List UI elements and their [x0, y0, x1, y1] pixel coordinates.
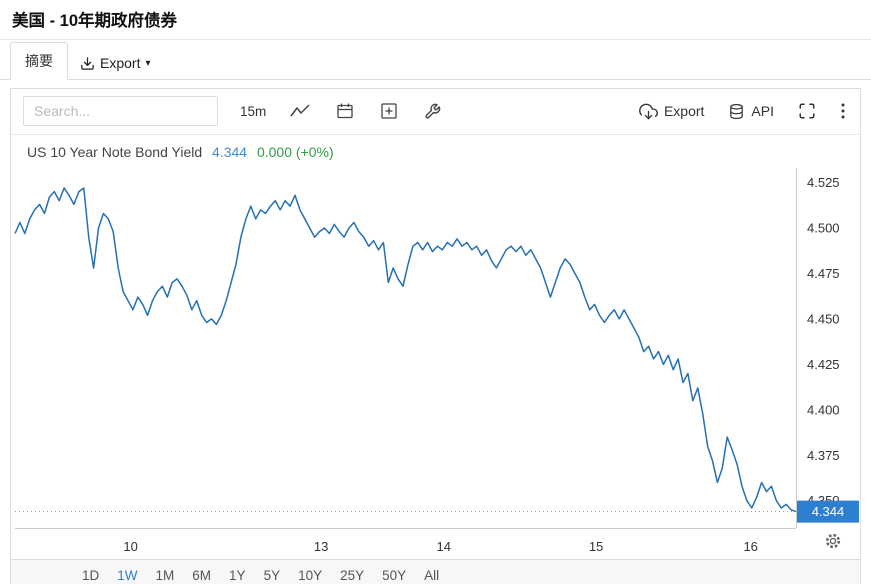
- last-value-badge: [797, 500, 859, 523]
- fullscreen-icon: [798, 102, 816, 120]
- price-line: [14, 187, 797, 513]
- series-title: US 10 Year Note Bond Yield: [27, 143, 203, 160]
- range-button-50y[interactable]: 50Y: [373, 563, 415, 584]
- range-button-25y[interactable]: 25Y: [331, 563, 373, 584]
- chart-area: US 10 Year Note Bond Yield 4.344 0.000 (…: [11, 135, 860, 559]
- range-button-1w[interactable]: 1W: [108, 563, 146, 584]
- chart-tools-button[interactable]: [422, 101, 443, 122]
- series-value: 4.344: [212, 143, 248, 160]
- tab-summary[interactable]: 摘要: [10, 42, 68, 80]
- range-button-all[interactable]: All: [415, 563, 448, 584]
- y-tick-label: 4.400: [807, 402, 840, 417]
- interval-button[interactable]: 15m: [240, 103, 267, 119]
- export-button[interactable]: Export: [637, 100, 706, 123]
- price-chart[interactable]: 4.5254.5004.4754.4504.4254.4004.3754.350…: [11, 167, 860, 560]
- x-tick-label: 14: [437, 539, 451, 554]
- gear-icon: [824, 534, 842, 553]
- search-input[interactable]: [23, 96, 218, 127]
- y-tick-label: 4.500: [807, 220, 840, 235]
- toolbar-right-group: Export API: [637, 100, 848, 123]
- api-button[interactable]: API: [726, 101, 776, 122]
- line-chart-icon: [290, 103, 310, 119]
- range-selector: 1D 1W 1M 6M 1Y 5Y 10Y 25Y 50Y All: [11, 559, 860, 584]
- plus-square-icon: [380, 102, 398, 120]
- chart-toolbar: 15m: [11, 89, 860, 135]
- download-icon: [80, 56, 95, 71]
- series-change: 0.000 (+0%): [256, 143, 334, 160]
- export-dropdown-label: Export: [100, 55, 141, 71]
- y-tick-label: 4.475: [807, 266, 840, 281]
- export-dropdown[interactable]: Export ▾: [68, 47, 163, 79]
- range-button-1d[interactable]: 1D: [73, 563, 108, 584]
- last-value-badge-text: 4.344: [812, 504, 845, 519]
- y-tick-label: 4.450: [807, 311, 840, 326]
- chart-heading: US 10 Year Note Bond Yield 4.344 0.000 (…: [11, 135, 860, 162]
- fullscreen-button[interactable]: [796, 100, 818, 122]
- wrench-icon: [424, 103, 441, 120]
- compare-add-button[interactable]: [378, 100, 400, 122]
- chart-type-button[interactable]: [288, 101, 312, 121]
- x-tick-label: 13: [314, 539, 328, 554]
- range-button-5y[interactable]: 5Y: [255, 563, 290, 584]
- range-button-6m[interactable]: 6M: [183, 563, 220, 584]
- date-range-button[interactable]: [334, 100, 356, 122]
- y-tick-label: 4.525: [807, 175, 840, 190]
- x-tick-label: 15: [589, 539, 603, 554]
- dots-vertical-icon: [840, 102, 846, 120]
- export-button-label: Export: [663, 103, 705, 120]
- y-tick-label: 4.425: [807, 357, 840, 372]
- range-button-10y[interactable]: 10Y: [289, 563, 331, 584]
- x-tick-label: 16: [743, 539, 757, 554]
- database-icon: [728, 103, 745, 120]
- tab-bar: 摘要 Export ▾: [0, 40, 871, 80]
- page-header: 美国 - 10年期政府债券: [0, 0, 871, 40]
- range-button-1m[interactable]: 1M: [147, 563, 184, 584]
- calendar-icon: [336, 102, 354, 120]
- more-menu-button[interactable]: [838, 100, 848, 122]
- range-button-1y[interactable]: 1Y: [220, 563, 255, 584]
- chart-card: 15m: [10, 88, 861, 584]
- chevron-down-icon: ▾: [145, 57, 151, 69]
- chart-settings-button[interactable]: [822, 530, 844, 555]
- cloud-download-icon: [639, 102, 658, 121]
- page-title: 美国 - 10年期政府债券: [12, 12, 178, 30]
- y-tick-label: 4.375: [807, 448, 840, 463]
- api-button-label: API: [751, 103, 774, 120]
- x-tick-label: 10: [123, 539, 137, 554]
